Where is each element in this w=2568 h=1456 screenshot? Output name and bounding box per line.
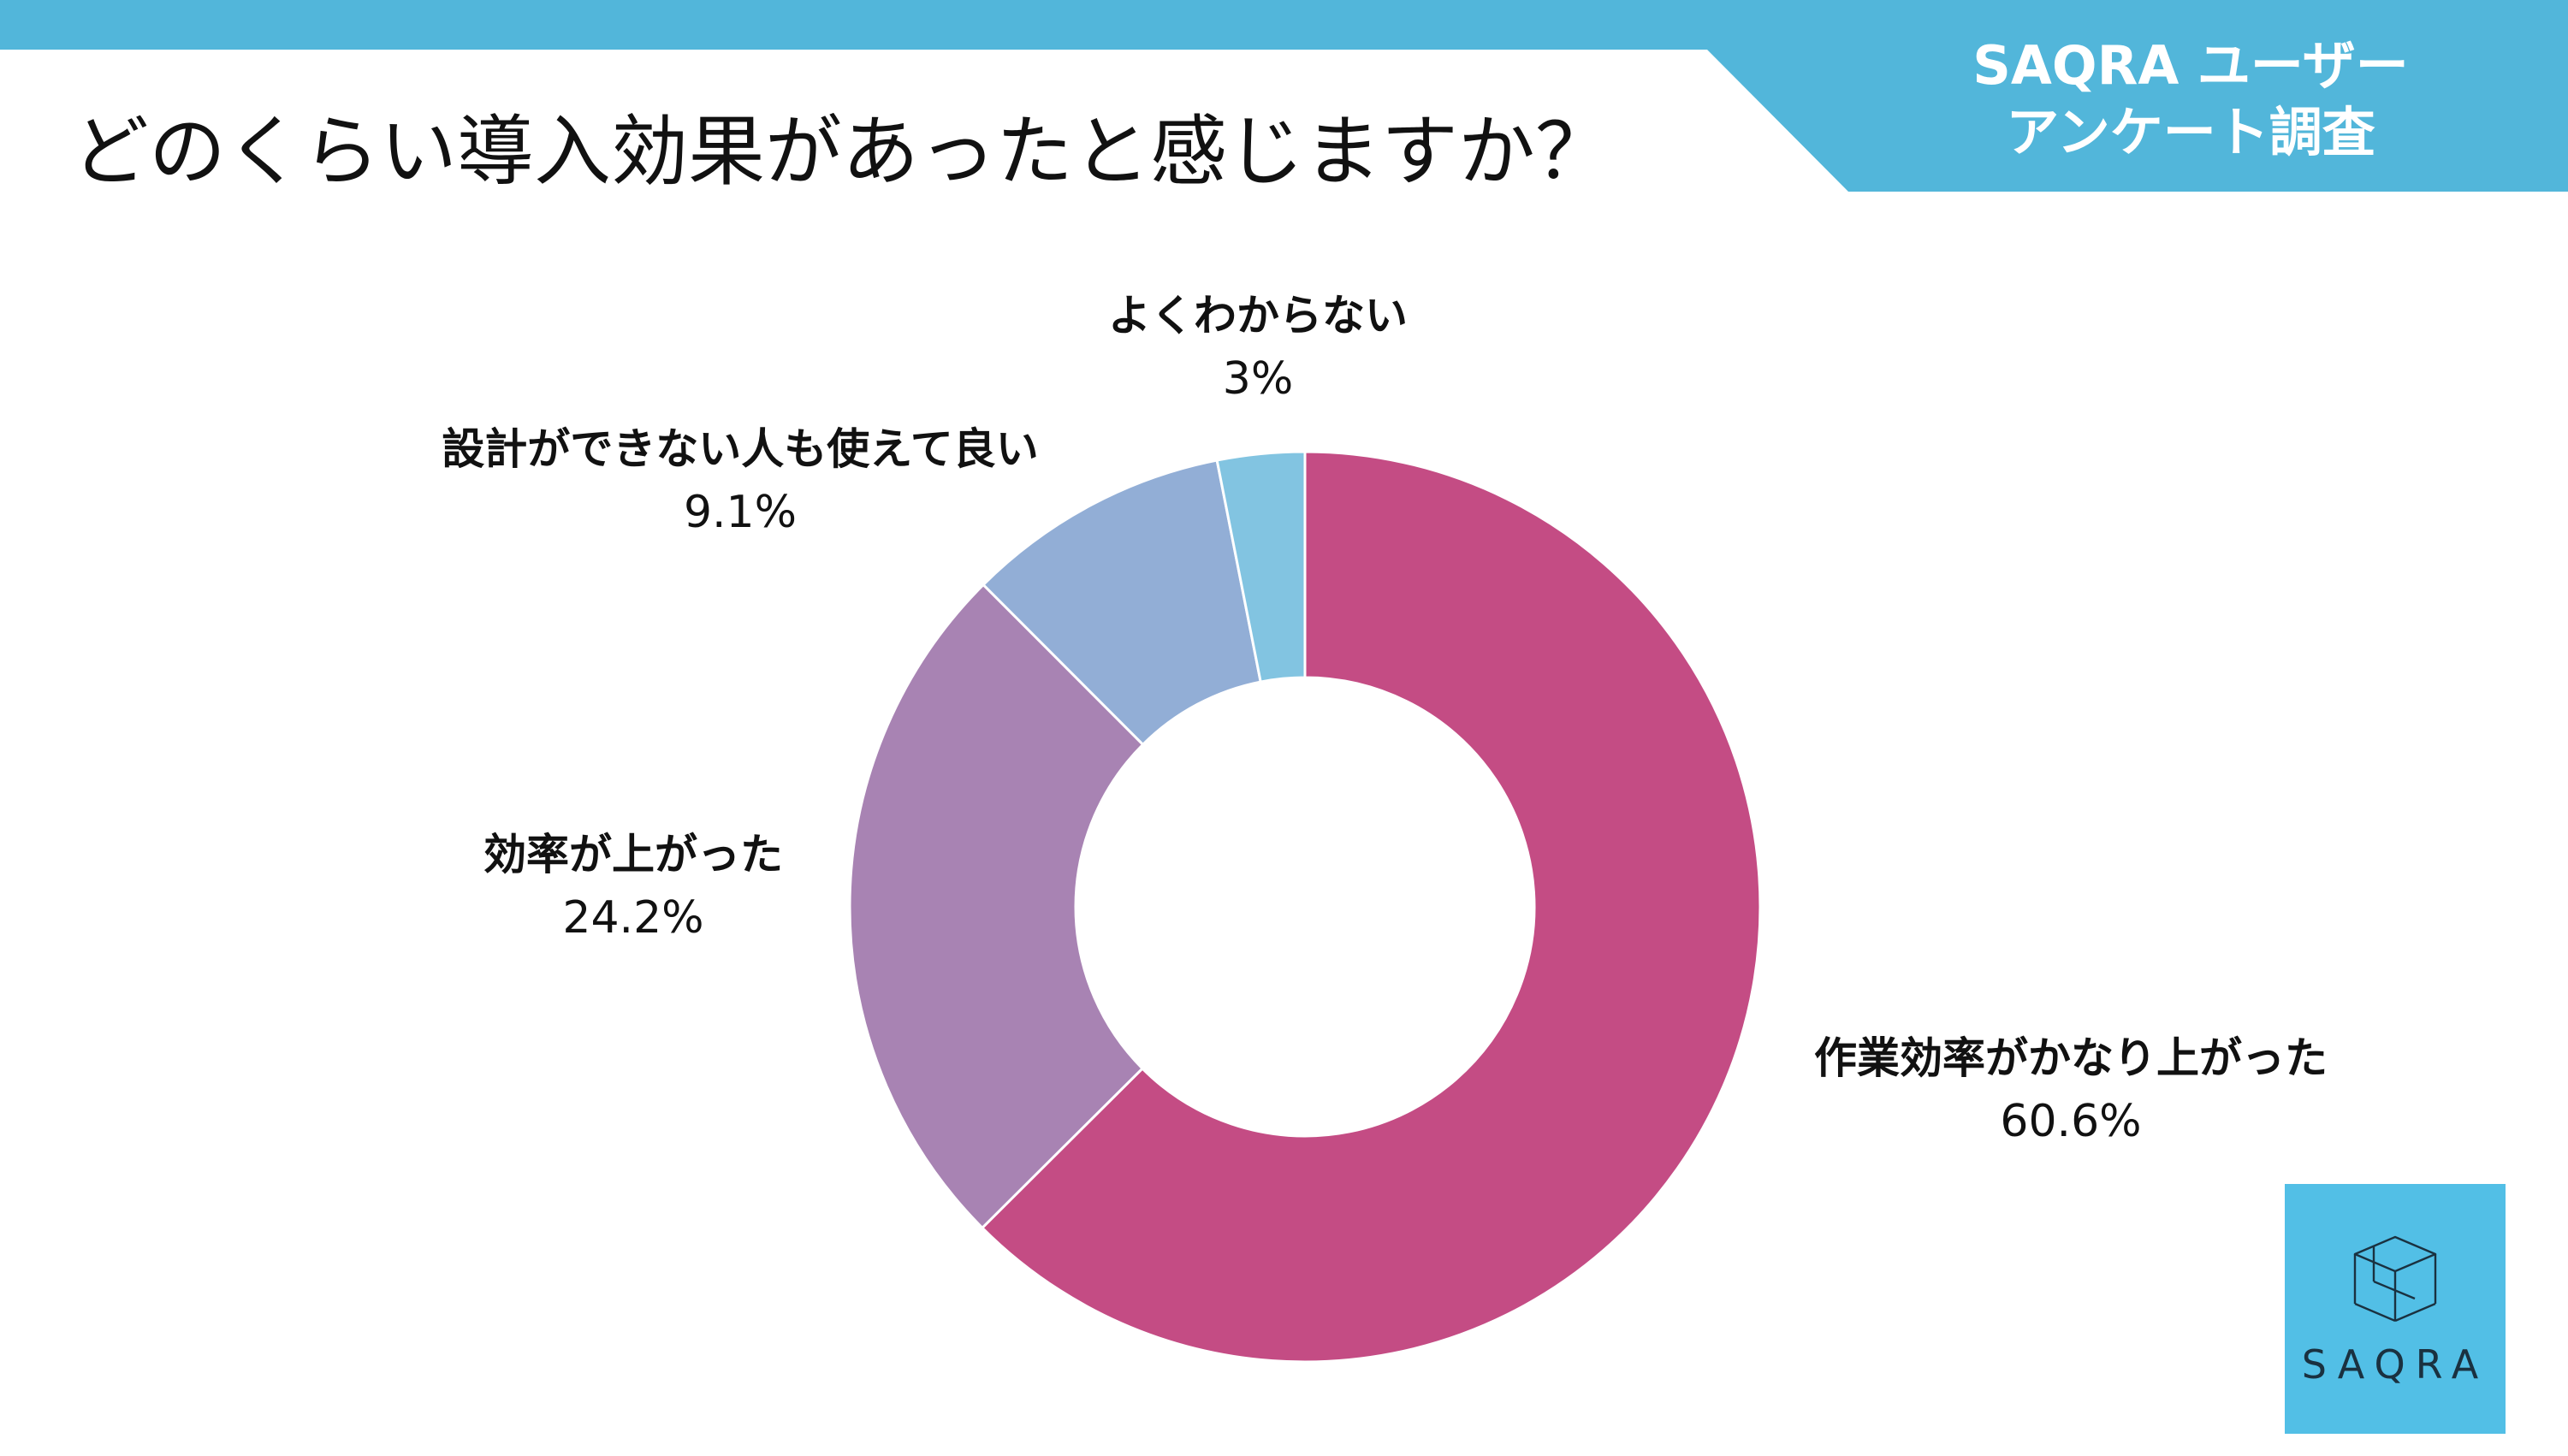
survey-badge: SAQRA ユーザー アンケート調査 (1942, 33, 2439, 166)
donut-slice-2 (981, 459, 1262, 747)
page-title: どのくらい導入効果があったと感じますか？ (72, 107, 1612, 197)
slice-label-0: 作業効率がかなり上がった 60.6% (1788, 1027, 2353, 1153)
slice-label-2-name: 設計ができない人も使えて良い (442, 424, 1039, 474)
slice-label-2: 設計ができない人も使えて良い 9.1% (385, 417, 1095, 544)
slice-label-3: よくわからない 3% (1087, 284, 1429, 411)
slice-label-1-name: 効率が上がった (483, 830, 783, 879)
slice-label-0-name: 作業効率がかなり上がった (1814, 1033, 2328, 1083)
cube-icon (2353, 1235, 2437, 1323)
donut-slice-0 (980, 450, 1762, 1364)
slice-label-2-value: 9.1% (683, 487, 798, 538)
badge-line-2: アンケート調査 (2006, 101, 2375, 163)
header-accent-bar (0, 0, 2568, 50)
survey-badge-shape (1707, 50, 2568, 192)
slice-label-3-name: よくわからない (1108, 291, 1408, 340)
slice-label-3-value: 3% (1222, 353, 1294, 405)
saqra-logo: SAQRA (2285, 1184, 2506, 1434)
badge-line-1: SAQRA ユーザー (1972, 34, 2409, 97)
slice-label-1-value: 24.2% (562, 892, 704, 944)
slice-label-0-value: 60.6% (2000, 1096, 2142, 1147)
slice-label-1: 効率が上がった 24.2% (428, 823, 839, 950)
donut-slice-1 (848, 583, 1145, 1230)
donut-slice-3 (1215, 450, 1307, 684)
logo-text: SAQRA (2301, 1341, 2489, 1388)
